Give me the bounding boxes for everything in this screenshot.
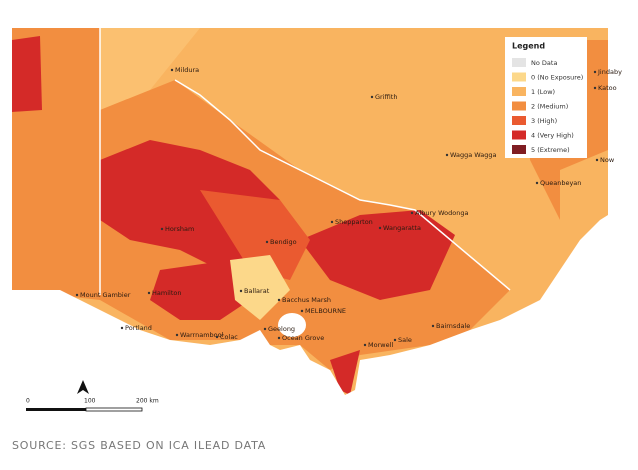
legend-label: 0 (No Exposure) [531, 74, 583, 82]
place-dot [215, 335, 219, 339]
legend-label: 4 (Very High) [531, 132, 574, 140]
place-label: Warrnambool [180, 331, 224, 339]
scale-label: 100 [84, 398, 96, 405]
border [174, 79, 511, 291]
legend-swatch [512, 145, 526, 154]
legend-box [505, 37, 587, 158]
place-label: MELBOURNE [305, 307, 346, 315]
legend-swatch [512, 58, 526, 67]
place-dot [175, 333, 179, 337]
place-dot [75, 293, 79, 297]
legend-label: No Data [531, 59, 557, 67]
region [230, 255, 290, 320]
place-label: Bairnsdale [436, 322, 470, 330]
place-label: Katoo [598, 84, 617, 92]
place-dot [265, 240, 269, 244]
legend-label: 3 (High) [531, 117, 557, 125]
sea [12, 215, 608, 418]
region [560, 150, 608, 230]
legend-label: 5 (Extreme) [531, 146, 570, 154]
map: Legend No Data 0 (No Exposure) 1 (Low) 2 (M… [12, 28, 622, 418]
place-label: Jindaby [597, 68, 622, 76]
place-dot [445, 153, 449, 157]
place-label: Wagga Wagga [450, 151, 497, 159]
place-label: Morwell [368, 341, 393, 349]
place-dot [431, 324, 435, 328]
place-label: Ballarat [244, 287, 270, 295]
scale-labels: 0 100 200 km [26, 398, 159, 405]
place-dot [595, 158, 599, 162]
place-label: Mildura [175, 66, 199, 74]
north-arrow [77, 380, 89, 394]
place-label: Bacchus Marsh [282, 296, 331, 304]
scale-bar [26, 408, 86, 411]
region [300, 210, 455, 300]
region [330, 350, 360, 395]
place-dot [277, 298, 281, 302]
place-dot [330, 220, 334, 224]
scale-bar [85, 407, 143, 412]
place-dot [593, 70, 597, 74]
scale-label: 0 [26, 398, 30, 405]
place-label: Sale [398, 336, 412, 344]
place-label: Bendigo [270, 238, 297, 246]
legend-swatch [512, 116, 526, 125]
legend-swatch [512, 130, 526, 140]
legend-title: Legend [512, 42, 545, 51]
legend-label: 2 (Medium) [531, 103, 568, 111]
place-label: Hamilton [152, 289, 181, 297]
place-label: Geelong [268, 325, 295, 333]
place-label: Queanbeyan [540, 179, 581, 187]
place-label: Horsham [165, 225, 194, 233]
place-dot [239, 289, 243, 293]
legend-swatch [512, 87, 526, 96]
place-label: Shepparton [335, 218, 373, 226]
place-dot [300, 309, 304, 313]
place-dot [410, 211, 414, 215]
place-label: Colac [220, 333, 238, 341]
place-dot [120, 326, 124, 330]
place-label: Albury Wodonga [415, 209, 468, 217]
region [12, 36, 42, 112]
place-label: Griffith [375, 93, 397, 101]
place-label: Wangaratta [383, 224, 421, 232]
source: SOURCE: SGS BASED ON ICA ILEAD DATA [12, 439, 267, 452]
bay [278, 313, 306, 337]
place-dot [277, 336, 281, 340]
place-label: Ocean Grove [282, 334, 324, 342]
place-labels: Mildura Griffith Wagga Wagga Queanbeyan Albu… [75, 66, 622, 349]
place-dot [263, 327, 267, 331]
scale-label: 200 km [136, 398, 159, 405]
place-label: Mount Gambier [80, 291, 131, 299]
legend-swatch [512, 72, 526, 82]
place-dot [393, 338, 397, 342]
place-dot [378, 226, 382, 230]
place-dot [370, 95, 374, 99]
place-label: Now [600, 156, 615, 164]
place-dot [170, 68, 174, 72]
place-dot [593, 86, 597, 90]
place-dot [363, 343, 367, 347]
region [150, 260, 250, 320]
legend-label: 1 (Low) [531, 88, 555, 96]
region [200, 190, 310, 280]
legend-swatch [512, 101, 526, 111]
place-dot [535, 181, 539, 185]
legend-items: No Data 0 (No Exposure) 1 (Low) 2 (Medium) 3… [512, 58, 583, 154]
region [100, 28, 200, 110]
place-dot [160, 227, 164, 231]
place-dot [147, 291, 151, 295]
place-label: Portland [125, 324, 152, 332]
